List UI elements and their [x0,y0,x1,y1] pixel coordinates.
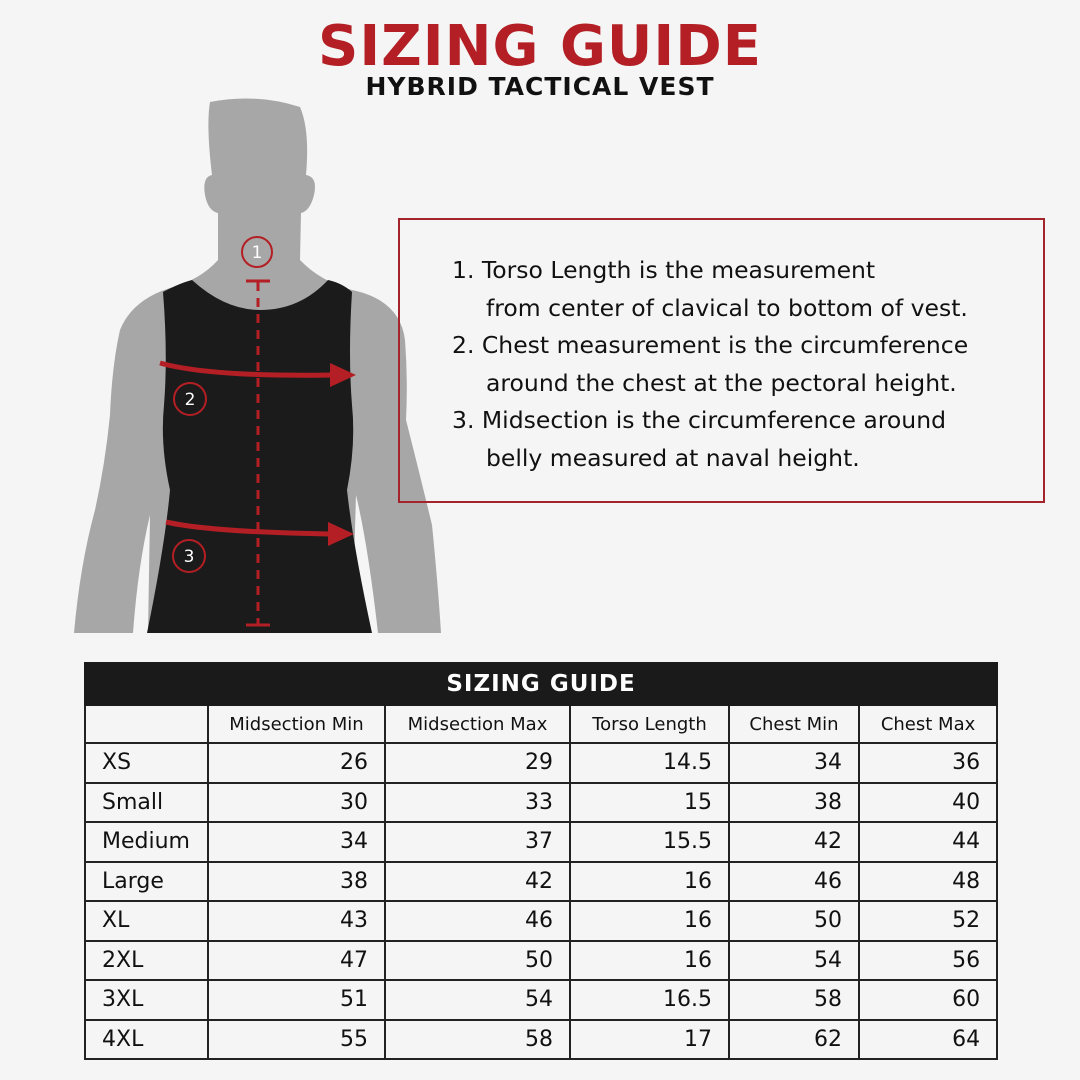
instruction-line: around the chest at the pectoral height. [486,368,957,397]
size-name-cell: Small [84,781,209,823]
table-title-row: SIZING GUIDE [83,662,999,706]
table-cell: 50 [728,900,860,942]
table-cell: 16 [569,900,730,942]
marker-2: 2 [173,382,207,416]
table-row: 4XL 55 58 17 62 64 [84,1018,999,1060]
table-cell: 30 [207,781,386,823]
instruction-line: 3. Midsection is the circumference aroun… [452,406,947,434]
table-body: XS 26 29 14.5 34 36 Small 30 33 15 38 40… [84,742,999,1060]
table-cell: 29 [384,742,571,784]
table-cell: 16 [569,860,730,902]
vest-shape [147,280,372,633]
column-header-chest-min: Chest Min [728,704,860,744]
table-cell: 54 [728,939,860,981]
column-header-midsection-max: Midsection Max [384,704,571,744]
table-row: 3XL 51 54 16.5 58 60 [84,979,999,1021]
table-cell: 38 [728,781,860,823]
table-cell: 46 [384,900,571,942]
table-cell: 58 [728,979,860,1021]
page-subtitle: HYBRID TACTICAL VEST [365,72,715,101]
instruction-midsection: 3. Midsection is the circumference aroun… [452,402,1023,477]
instruction-line: belly measured at naval height. [486,443,860,472]
table-row: Small 30 33 15 38 40 [84,781,999,823]
svg-text:2: 2 [185,390,196,410]
svg-text:3: 3 [184,547,195,567]
table-cell: 60 [857,979,999,1021]
size-name-cell: XL [84,900,209,942]
table-cell: 26 [207,742,386,784]
table-cell: 44 [857,821,999,863]
table-cell: 16.5 [569,979,730,1021]
marker-3: 3 [172,539,206,573]
table-cell: 62 [728,1018,860,1060]
table-title: SIZING GUIDE [83,662,999,706]
table-cell: 43 [207,900,386,942]
table-cell: 51 [207,979,386,1021]
table-row: XL 43 46 16 50 52 [84,900,999,942]
marker-1: 1 [241,236,273,268]
measurement-instructions-box: 1. Torso Length is the measurement from … [398,218,1045,503]
table-cell: 34 [207,821,386,863]
table-cell: 15.5 [569,821,730,863]
table-cell: 16 [569,939,730,981]
table-row: XS 26 29 14.5 34 36 [84,742,999,784]
midsection-arrow [165,519,331,537]
table-cell: 38 [207,860,386,902]
column-header-midsection-min: Midsection Min [207,704,386,744]
chest-arrow [159,360,333,378]
column-header-torso-length: Torso Length [569,704,730,744]
sizing-table: SIZING GUIDE Midsection Min Midsection M… [83,662,999,1060]
svg-text:1: 1 [252,243,263,263]
chest-arrowhead [330,363,356,387]
column-header-size [84,704,209,744]
table-cell: 42 [728,821,860,863]
table-cell: 52 [857,900,999,942]
instruction-chest: 2. Chest measurement is the circumferenc… [452,327,1023,402]
table-cell: 48 [857,860,999,902]
table-cell: 58 [384,1018,571,1060]
table-header-row: Midsection Min Midsection Max Torso Leng… [84,704,999,744]
instruction-line: 1. Torso Length is the measurement [452,256,876,284]
table-row: Medium 34 37 15.5 42 44 [84,821,999,863]
table-cell: 50 [384,939,571,981]
table-row: Large 38 42 16 46 48 [84,860,999,902]
table-cell: 33 [384,781,571,823]
table-cell: 55 [207,1018,386,1060]
size-name-cell: Large [84,860,209,902]
table-cell: 36 [857,742,999,784]
size-name-cell: 2XL [84,939,209,981]
page-title: SIZING GUIDE [318,14,762,79]
column-header-chest-max: Chest Max [857,704,999,744]
table-cell: 64 [857,1018,999,1060]
size-name-cell: Medium [84,821,209,863]
instruction-line: 2. Chest measurement is the circumferenc… [452,331,969,359]
table-cell: 42 [384,860,571,902]
size-name-cell: 4XL [84,1018,209,1060]
instruction-torso-length: 1. Torso Length is the measurement from … [452,252,1023,327]
table-cell: 17 [569,1018,730,1060]
table-cell: 40 [857,781,999,823]
table-cell: 15 [569,781,730,823]
table-cell: 56 [857,939,999,981]
table-cell: 46 [728,860,860,902]
size-name-cell: 3XL [84,979,209,1021]
body-illustration: 1 2 3 [74,98,441,633]
table-row: 2XL 47 50 16 54 56 [84,939,999,981]
table-cell: 34 [728,742,860,784]
instruction-line: from center of clavical to bottom of ves… [486,293,968,322]
table-cell: 47 [207,939,386,981]
table-cell: 37 [384,821,571,863]
size-name-cell: XS [84,742,209,784]
midsection-arrowhead [328,522,354,546]
body-measurement-figure: 1 2 3 [60,95,460,640]
table-cell: 14.5 [569,742,730,784]
table-cell: 54 [384,979,571,1021]
